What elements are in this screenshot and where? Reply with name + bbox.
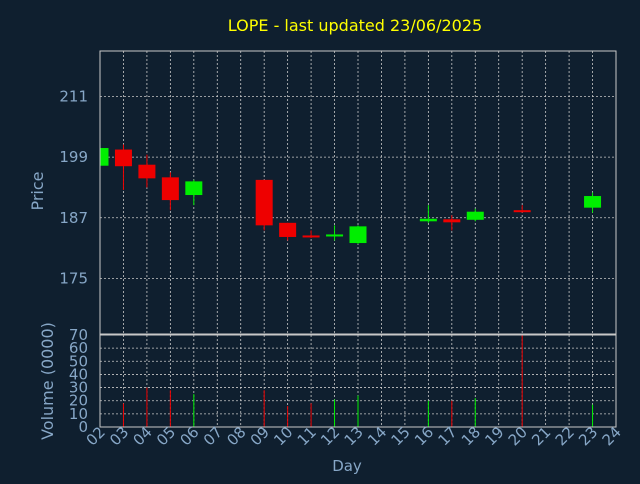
candle-body <box>326 234 344 237</box>
volume-tick-label: 30 <box>69 379 88 397</box>
candle-body <box>185 181 203 196</box>
price-axis-label: Price <box>28 171 47 210</box>
candle-body <box>419 218 437 222</box>
candle-body <box>255 179 273 226</box>
price-tick-label: 187 <box>59 209 88 227</box>
volume-tick-label: 70 <box>69 326 88 344</box>
candle-body <box>302 235 320 238</box>
price-panel-frame <box>99 50 617 335</box>
price-tick-label: 199 <box>59 148 88 166</box>
candle-body <box>138 164 156 179</box>
price-tick-label: 175 <box>59 269 88 287</box>
candle-body <box>466 211 484 220</box>
volume-panel-frame <box>99 334 617 428</box>
candle-body <box>279 222 297 237</box>
chart-title: LOPE - last updated 23/06/2025 <box>228 16 482 35</box>
volume-axis-label: Volume (0000) <box>38 322 57 440</box>
candle-body <box>584 196 602 208</box>
candle-body <box>114 149 132 167</box>
volume-tick-label: 60 <box>69 339 88 357</box>
candle-body <box>513 210 531 213</box>
candle-body <box>349 226 367 244</box>
volume-tick-label: 40 <box>69 365 88 383</box>
volume-tick-label: 20 <box>69 392 88 410</box>
candle-body <box>100 148 109 166</box>
candle-body <box>443 219 461 223</box>
marks-layer <box>99 144 602 427</box>
volume-tick-label: 50 <box>69 352 88 370</box>
tick-labels-layer: 0203040506070809101112131415161718192021… <box>59 87 624 449</box>
volume-tick-label: 10 <box>69 405 88 423</box>
candle-body <box>161 177 179 201</box>
price-tick-label: 211 <box>59 87 88 105</box>
x-axis-label: Day <box>332 457 362 475</box>
frame-layer <box>99 50 617 428</box>
volume-tick-label: 0 <box>78 418 88 436</box>
